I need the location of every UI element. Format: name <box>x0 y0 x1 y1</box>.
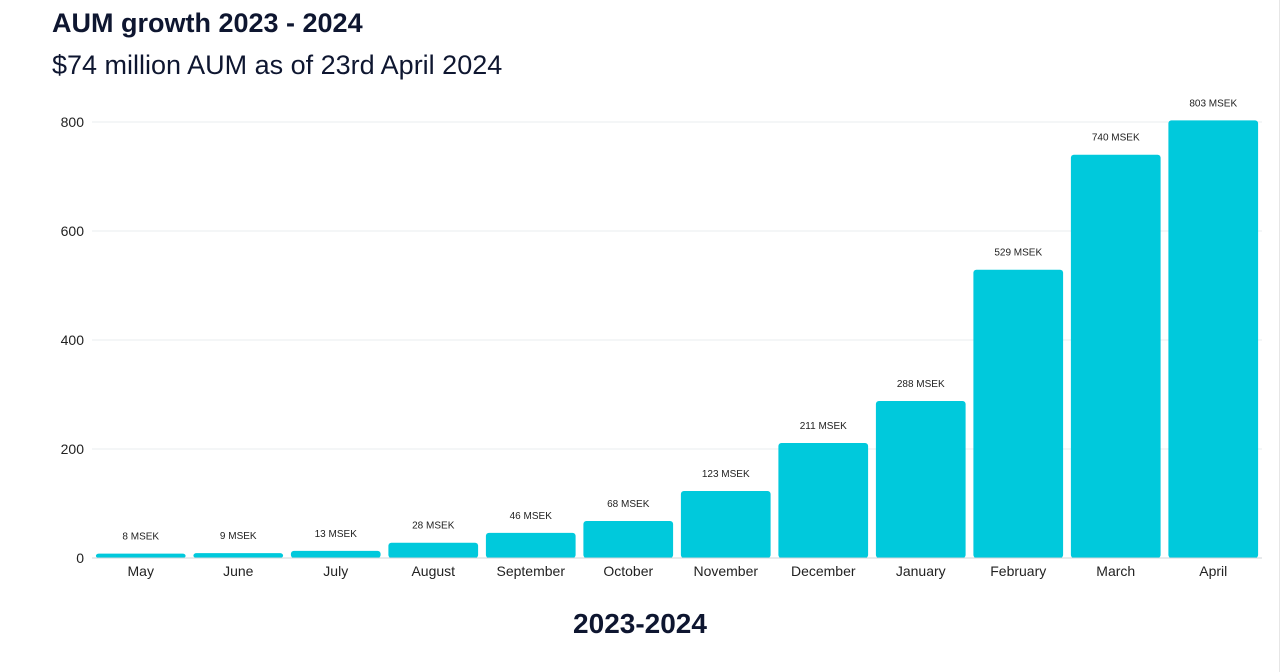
bar-april <box>1168 120 1259 559</box>
x-tick-label: August <box>411 563 455 579</box>
y-tick-label: 800 <box>61 114 85 130</box>
data-label: 123 MSEK <box>702 469 750 480</box>
data-label: 28 MSEK <box>412 521 455 532</box>
bar-chart: 0 200 400 600 800 8 MSEK May 9 MSEK June 13 MSEK J… <box>61 98 1262 579</box>
x-tick-label: May <box>128 563 154 579</box>
bar-may <box>95 553 186 558</box>
bar-january <box>875 401 966 558</box>
data-label: 211 MSEK <box>800 421 847 432</box>
data-label: 740 MSEK <box>1092 133 1140 144</box>
x-tick-label: September <box>497 563 566 579</box>
bar-september <box>485 532 576 558</box>
bar-march <box>1070 154 1161 558</box>
x-tick-label: March <box>1096 563 1135 579</box>
data-label: 13 MSEK <box>315 529 358 540</box>
x-axis-title: 2023-2024 <box>573 608 707 639</box>
x-tick-label: February <box>990 563 1046 579</box>
data-label: 529 MSEK <box>994 248 1042 259</box>
y-tick-label: 0 <box>76 550 84 566</box>
bar-august <box>388 542 479 558</box>
data-label: 46 MSEK <box>510 511 553 522</box>
chart-subtitle: $74 million AUM as of 23rd April 2024 <box>52 50 503 80</box>
x-tick-label: December <box>791 563 856 579</box>
data-label: 8 MSEK <box>122 532 159 543</box>
y-tick-label: 200 <box>61 441 85 457</box>
bar-november <box>680 490 771 558</box>
chart-title: AUM growth 2023 - 2024 <box>52 8 363 38</box>
x-tick-label: April <box>1199 563 1227 579</box>
x-tick-label: July <box>323 563 348 579</box>
bar-february <box>973 269 1064 558</box>
bar-july <box>290 550 381 558</box>
data-label: 803 MSEK <box>1189 98 1237 109</box>
data-label: 68 MSEK <box>607 499 650 510</box>
bar-october <box>583 520 674 558</box>
x-tick-label: November <box>693 563 758 579</box>
y-tick-label: 400 <box>61 332 85 348</box>
x-tick-label: June <box>223 563 254 579</box>
x-tick-label: January <box>896 563 946 579</box>
y-tick-label: 600 <box>61 223 85 239</box>
data-label: 9 MSEK <box>220 531 257 542</box>
x-tick-label: October <box>603 563 653 579</box>
bar-june <box>193 553 284 558</box>
data-label: 288 MSEK <box>897 379 945 390</box>
bar-december <box>778 443 869 558</box>
